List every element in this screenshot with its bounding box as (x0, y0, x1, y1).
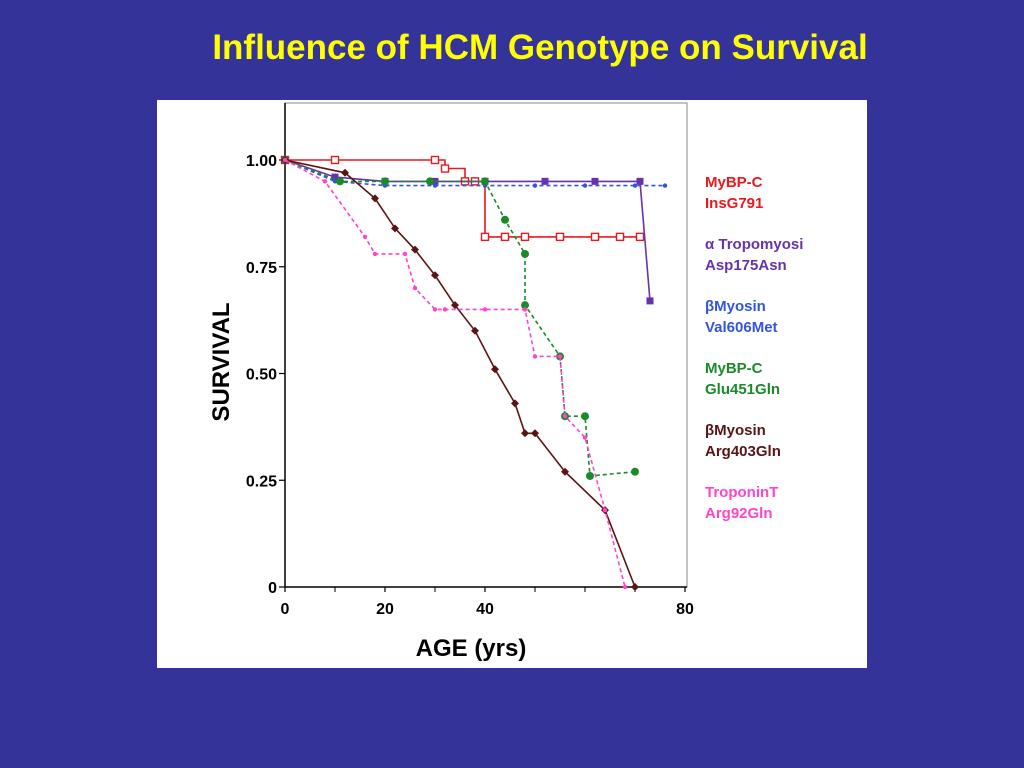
data-point (442, 307, 448, 312)
data-point (562, 414, 568, 419)
series-troponint-arg92gln (282, 157, 628, 590)
data-point (632, 183, 638, 188)
data-point (531, 429, 539, 438)
legend-label: TroponinT (705, 484, 779, 501)
data-point (590, 232, 600, 242)
data-point (331, 173, 339, 181)
data-point (561, 467, 569, 476)
data-point (532, 354, 538, 359)
x-axis-label: AGE (yrs) (416, 635, 527, 662)
legend-item: MyBP-C InsG791 (705, 172, 865, 214)
legend-item: TroponinT Arg92Gln (705, 482, 865, 524)
data-point (541, 177, 549, 185)
data-point (451, 301, 459, 310)
chart-panel: 0 0.25 0.50 0.75 1.00 0 20 40 80 AGE (yrs) SURVI… (157, 100, 867, 668)
data-point (336, 177, 344, 186)
data-point (381, 177, 389, 186)
data-point (432, 307, 438, 312)
data-point (440, 164, 450, 173)
data-point (480, 232, 490, 242)
data-point (520, 232, 530, 242)
data-point (521, 301, 529, 310)
data-point (501, 215, 509, 224)
x-tick-label: 40 (476, 601, 494, 618)
legend-label: βMyosin (705, 298, 766, 315)
data-point (581, 412, 589, 421)
data-point (615, 232, 625, 242)
data-point (471, 326, 479, 335)
data-point (631, 583, 639, 591)
legend-label: MyBP-C (705, 360, 763, 377)
data-point (622, 584, 628, 590)
data-point (372, 251, 378, 257)
data-point (521, 249, 529, 258)
data-point (411, 245, 419, 254)
legend-item: MyBP-C Glu451Gln (705, 358, 865, 400)
y-tick-label: 1.00 (246, 153, 277, 170)
y-axis-label: SURVIVAL (208, 302, 235, 421)
survival-chart: 0 0.25 0.50 0.75 1.00 0 20 40 80 AGE (yrs) SURVI… (208, 102, 694, 662)
data-point (582, 435, 588, 440)
data-point (500, 232, 510, 242)
data-point (511, 399, 519, 408)
legend-label: InsG791 (705, 195, 764, 212)
data-point (426, 177, 434, 186)
data-point (432, 183, 438, 188)
axes: 0 0.25 0.50 0.75 1.00 0 20 40 80 (246, 103, 694, 618)
x-tick-label: 0 (281, 601, 290, 618)
legend-label: α Tropomyosi (705, 236, 804, 253)
data-point (412, 285, 418, 291)
data-point (636, 177, 644, 185)
data-point (602, 507, 608, 513)
data-point (522, 307, 528, 312)
data-point (532, 183, 538, 188)
data-point (555, 232, 565, 242)
data-point (482, 307, 488, 312)
legend-item: α Tropomyosi Asp175Asn (705, 234, 865, 276)
data-point (332, 179, 338, 184)
data-point (481, 177, 489, 186)
series-myosin-arg403gln (281, 156, 639, 591)
legend-label: Arg403Gln (705, 443, 781, 460)
legend-label: βMyosin (705, 422, 766, 439)
y-tick-label: 0.75 (246, 260, 277, 277)
series-layer (280, 155, 668, 591)
x-tick-label: 80 (676, 601, 694, 618)
data-point (322, 179, 328, 184)
data-point (402, 251, 408, 257)
data-point (646, 297, 654, 305)
data-point (391, 224, 399, 233)
data-point (431, 271, 439, 280)
legend-label: Asp175Asn (705, 257, 787, 274)
legend-item: βMyosin Val606Met (705, 296, 865, 338)
legend-item: βMyosin Arg403Gln (705, 420, 865, 462)
data-point (557, 354, 563, 359)
x-tick-label: 20 (376, 601, 394, 618)
data-point (631, 467, 639, 476)
legend: MyBP-C InsG791 α Tropomyosi Asp175Asn βMyosi… (705, 172, 865, 544)
data-point (362, 234, 368, 240)
data-point (341, 168, 349, 177)
y-tick-label: 0.50 (246, 367, 277, 384)
data-point (635, 232, 645, 242)
data-point (521, 429, 529, 438)
data-point (586, 471, 594, 480)
data-point (282, 157, 288, 163)
y-tick-label: 0.25 (246, 473, 277, 490)
legend-label: MyBP-C (705, 174, 763, 191)
legend-label: Glu451Gln (705, 381, 781, 398)
data-point (662, 183, 668, 188)
data-point (330, 155, 340, 165)
legend-label: Val606Met (705, 319, 778, 336)
data-point (430, 155, 440, 165)
legend-label: Arg92Gln (705, 505, 773, 522)
data-point (591, 177, 599, 185)
data-point (371, 194, 379, 203)
y-tick-label: 0 (268, 580, 277, 597)
data-point (491, 365, 499, 374)
slide-title: Influence of HCM Genotype on Survival (212, 28, 868, 67)
data-point (582, 183, 588, 188)
